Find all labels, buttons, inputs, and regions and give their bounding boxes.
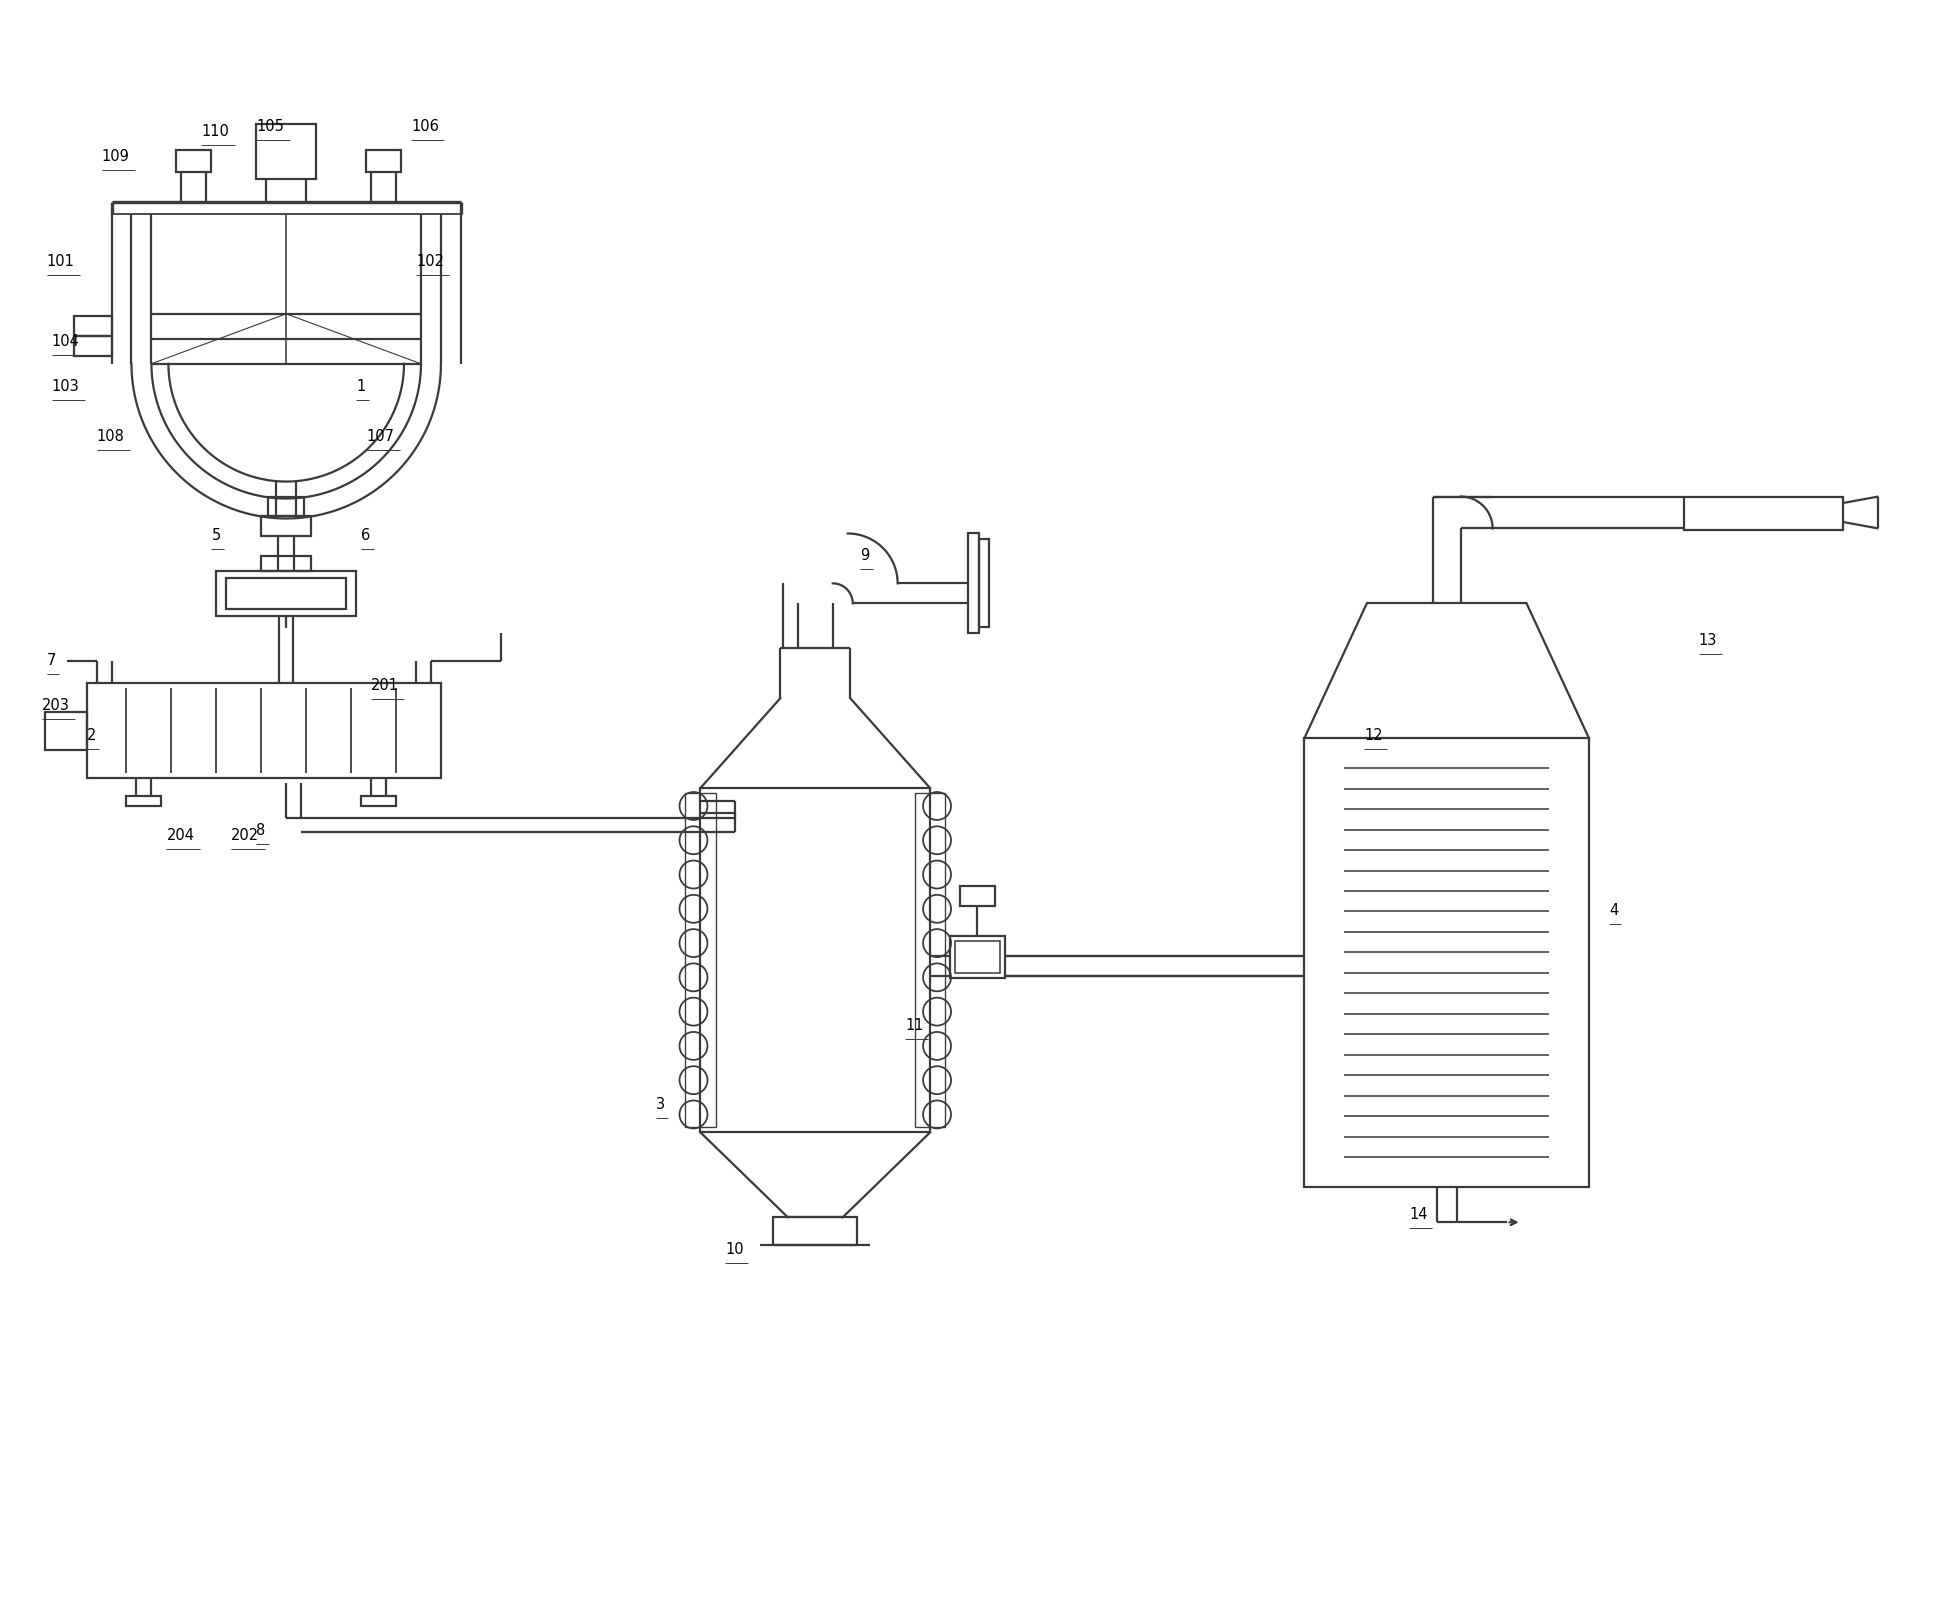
Bar xyxy=(261,516,312,537)
Bar xyxy=(226,578,347,609)
Text: 103: 103 xyxy=(51,379,80,393)
Text: 12: 12 xyxy=(1364,729,1383,743)
Bar xyxy=(686,793,715,1128)
Bar xyxy=(216,572,356,617)
Text: 109: 109 xyxy=(101,149,129,165)
Bar xyxy=(360,796,395,805)
Bar xyxy=(1683,497,1843,531)
Text: 14: 14 xyxy=(1408,1206,1428,1222)
Bar xyxy=(966,534,980,633)
Bar xyxy=(261,556,312,572)
Text: 4: 4 xyxy=(1607,903,1617,917)
Bar xyxy=(86,684,440,778)
Text: 101: 101 xyxy=(47,254,74,268)
Bar xyxy=(127,796,162,805)
Text: 1: 1 xyxy=(356,379,364,393)
Text: 8: 8 xyxy=(255,823,265,837)
Text: 9: 9 xyxy=(859,548,869,564)
Text: 202: 202 xyxy=(232,828,259,842)
Text: 102: 102 xyxy=(415,254,444,268)
Bar xyxy=(914,793,945,1128)
Text: 110: 110 xyxy=(201,125,230,139)
Text: 204: 204 xyxy=(166,828,195,842)
Text: 105: 105 xyxy=(255,120,284,134)
Text: 7: 7 xyxy=(47,654,56,668)
Text: 11: 11 xyxy=(904,1018,923,1032)
Text: 10: 10 xyxy=(725,1242,744,1258)
Bar xyxy=(45,713,86,749)
Bar xyxy=(366,150,401,173)
Bar xyxy=(1303,738,1588,1187)
Bar xyxy=(255,125,316,179)
Bar xyxy=(980,540,990,628)
Text: 107: 107 xyxy=(366,428,393,444)
Bar xyxy=(955,941,999,973)
Bar xyxy=(177,150,210,173)
Text: 13: 13 xyxy=(1699,633,1716,649)
Bar xyxy=(960,885,993,906)
Text: 203: 203 xyxy=(41,698,70,713)
Bar xyxy=(74,336,111,356)
Bar xyxy=(949,936,1005,978)
Bar xyxy=(74,316,111,336)
Text: 108: 108 xyxy=(97,428,125,444)
Bar xyxy=(269,497,304,516)
Bar xyxy=(699,788,929,1133)
Text: 6: 6 xyxy=(360,529,370,543)
Text: 104: 104 xyxy=(51,334,80,348)
Bar xyxy=(773,1218,857,1245)
Text: 2: 2 xyxy=(86,729,95,743)
Text: 5: 5 xyxy=(210,529,220,543)
Text: 201: 201 xyxy=(370,678,399,694)
Text: 106: 106 xyxy=(411,120,438,134)
Text: 3: 3 xyxy=(655,1098,664,1112)
